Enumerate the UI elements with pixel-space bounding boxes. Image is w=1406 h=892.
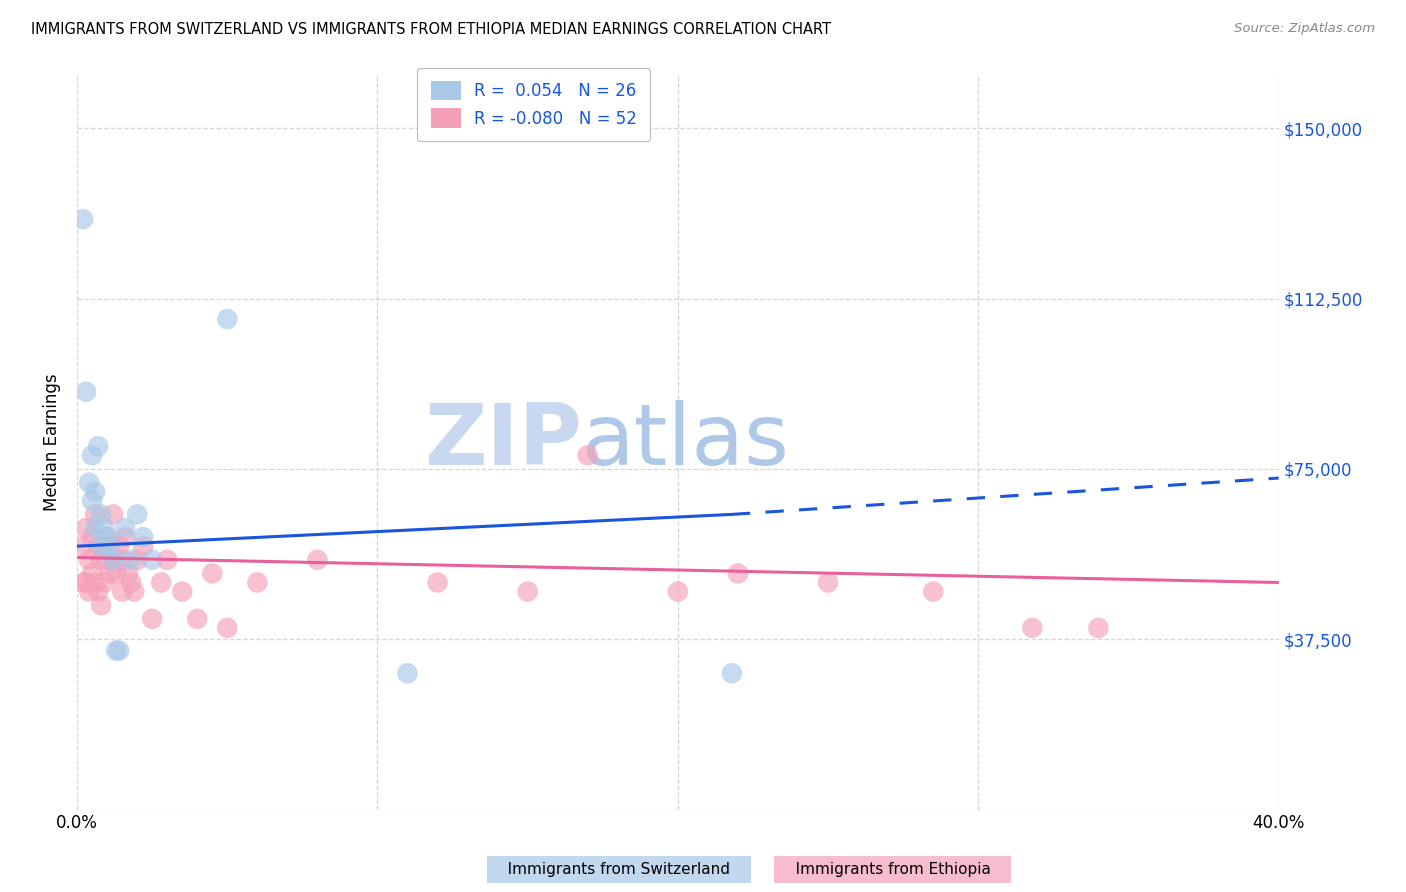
Point — [817, 575, 839, 590]
Point — [122, 584, 145, 599]
Point — [72, 212, 94, 227]
Point — [246, 575, 269, 590]
Point — [114, 530, 136, 544]
Point — [1021, 621, 1043, 635]
Point — [93, 521, 115, 535]
Text: IMMIGRANTS FROM SWITZERLAND VS IMMIGRANTS FROM ETHIOPIA MEDIAN EARNINGS CORRELAT: IMMIGRANTS FROM SWITZERLAND VS IMMIGRANT… — [31, 22, 831, 37]
Point — [186, 612, 208, 626]
Point — [82, 493, 104, 508]
Point — [82, 448, 104, 462]
Text: Immigrants from Ethiopia: Immigrants from Ethiopia — [780, 863, 1005, 877]
Point — [132, 530, 155, 544]
Text: Source: ZipAtlas.com: Source: ZipAtlas.com — [1234, 22, 1375, 36]
Point — [93, 575, 115, 590]
Point — [108, 539, 131, 553]
Point — [120, 553, 142, 567]
Point — [217, 621, 239, 635]
Point — [217, 312, 239, 326]
Point — [396, 666, 419, 681]
Point — [98, 566, 121, 581]
Point — [111, 553, 134, 567]
Point — [127, 553, 149, 567]
Point — [77, 553, 100, 567]
Point — [922, 584, 945, 599]
Point — [90, 553, 112, 567]
Point — [96, 553, 118, 567]
Point — [201, 566, 224, 581]
Point — [77, 475, 100, 490]
Point — [90, 598, 112, 612]
Point — [84, 484, 107, 499]
Point — [172, 584, 194, 599]
Point — [108, 643, 131, 657]
Point — [141, 553, 163, 567]
Point — [426, 575, 449, 590]
Point — [576, 448, 599, 462]
Point — [150, 575, 173, 590]
Point — [98, 539, 121, 553]
Point — [75, 384, 97, 399]
Point — [72, 539, 94, 553]
Point — [84, 508, 107, 522]
Point — [87, 439, 110, 453]
Point — [105, 553, 128, 567]
Point — [96, 530, 118, 544]
Point — [120, 575, 142, 590]
Point — [82, 566, 104, 581]
Legend: R =  0.054   N = 26, R = -0.080   N = 52: R = 0.054 N = 26, R = -0.080 N = 52 — [418, 68, 650, 141]
Point — [156, 553, 179, 567]
Point — [727, 566, 749, 581]
Point — [666, 584, 689, 599]
Point — [127, 508, 149, 522]
Point — [1087, 621, 1109, 635]
Text: atlas: atlas — [582, 401, 790, 483]
Text: ZIP: ZIP — [425, 401, 582, 483]
Point — [101, 553, 124, 567]
Point — [87, 584, 110, 599]
Point — [105, 566, 128, 581]
Point — [82, 530, 104, 544]
Text: Immigrants from Switzerland: Immigrants from Switzerland — [494, 863, 744, 877]
Point — [72, 575, 94, 590]
Point — [721, 666, 744, 681]
Point — [90, 539, 112, 553]
Point — [77, 584, 100, 599]
Point — [101, 508, 124, 522]
Y-axis label: Median Earnings: Median Earnings — [44, 373, 60, 510]
Point — [84, 521, 107, 535]
Point — [516, 584, 538, 599]
Point — [117, 566, 139, 581]
Point — [93, 539, 115, 553]
Point — [132, 539, 155, 553]
Point — [75, 521, 97, 535]
Point — [84, 575, 107, 590]
Point — [96, 530, 118, 544]
Point — [87, 539, 110, 553]
Point — [307, 553, 329, 567]
Point — [141, 612, 163, 626]
Point — [90, 508, 112, 522]
Point — [105, 643, 128, 657]
Point — [114, 521, 136, 535]
Point — [111, 584, 134, 599]
Point — [75, 575, 97, 590]
